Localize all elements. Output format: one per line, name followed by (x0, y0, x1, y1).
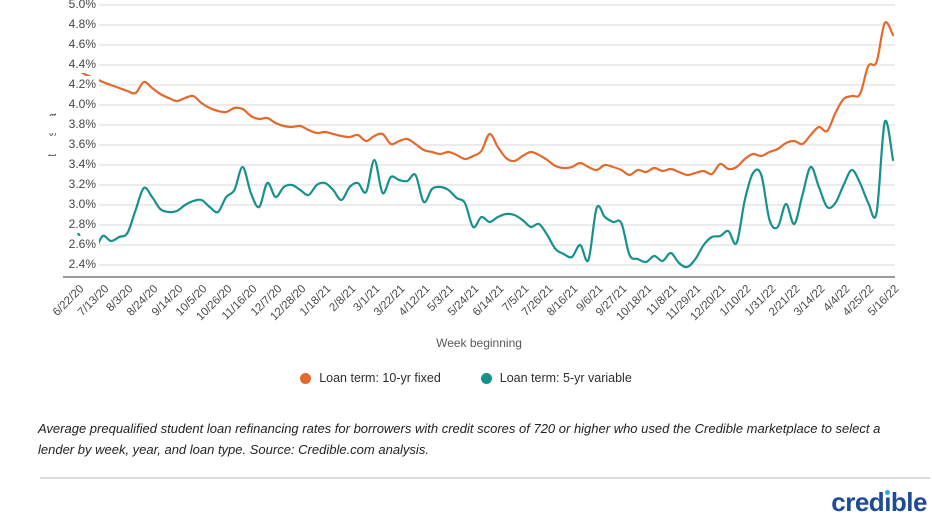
credible-logo: credı ble (831, 487, 927, 517)
y-tick-label: 2.4% (36, 256, 99, 273)
y-tick-label: 4.0% (36, 96, 99, 113)
y-tick-label: 5.0% (36, 0, 99, 13)
y-tick-label: 3.0% (36, 196, 99, 213)
y-tick-label: 2.8% (36, 216, 99, 233)
logo-i-dot-icon (885, 490, 891, 495)
series-line-1 (76, 119, 895, 269)
y-tick-label: 4.8% (36, 16, 99, 33)
series-line-0 (76, 21, 895, 177)
x-axis-title: Week beginning (436, 336, 522, 350)
y-tick-label: 4.2% (36, 76, 99, 93)
legend: Loan term: 10-yr fixed Loan term: 5-yr v… (0, 371, 932, 385)
legend-item-5yr-variable: Loan term: 5-yr variable (480, 371, 632, 385)
footer-divider (40, 477, 930, 479)
y-tick-label: 2.6% (36, 236, 99, 253)
legend-dot-5yr-variable-icon (480, 372, 492, 384)
plot-area (63, 4, 895, 278)
y-tick-label: 3.4% (36, 156, 99, 173)
legend-label: Loan term: 5-yr variable (499, 371, 632, 385)
legend-label: Loan term: 10-yr fixed (319, 371, 441, 385)
y-tick-label: 3.8% (36, 116, 99, 133)
legend-dot-10yr-fixed-icon (300, 372, 312, 384)
chart-caption: Average prequalified student loan refina… (38, 421, 881, 457)
legend-item-10yr-fixed: Loan term: 10-yr fixed (300, 371, 441, 385)
rate-chart: Interest rate 5.0% 4.8% 4.6% 4.4% 4.2% 4.0% 3.… (0, 0, 932, 385)
y-tick-label: 3.2% (36, 176, 99, 193)
y-tick-label: 4.6% (36, 36, 99, 53)
y-tick-label: 3.6% (36, 136, 99, 153)
y-tick-label: 4.4% (36, 56, 99, 73)
